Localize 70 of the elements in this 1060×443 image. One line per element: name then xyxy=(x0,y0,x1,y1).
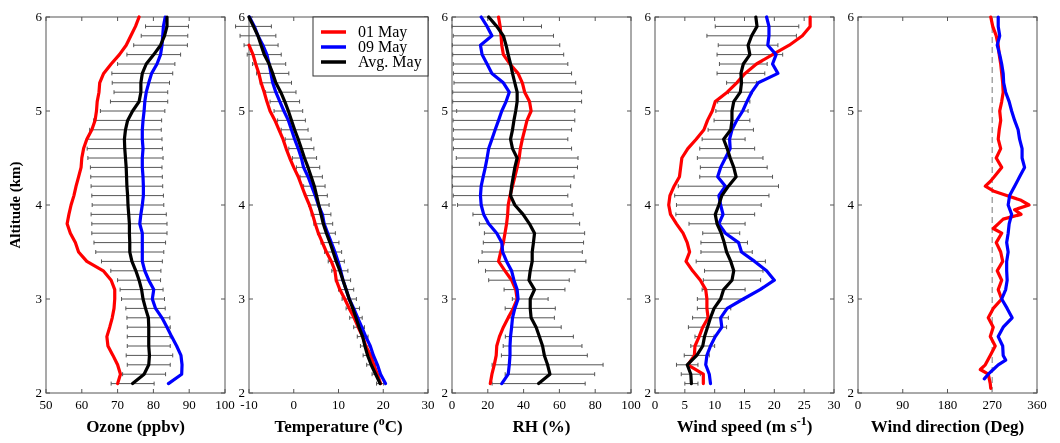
x-tick-label: 25 xyxy=(797,397,811,412)
x-tick-label: 15 xyxy=(738,397,751,412)
x-tick-label: -10 xyxy=(240,397,258,412)
x-tick-label: 0 xyxy=(854,397,862,412)
y-tick-label: 3 xyxy=(238,291,245,306)
x-tick-label: 80 xyxy=(146,397,160,412)
x-tick-label: 0 xyxy=(290,397,297,412)
line-series xyxy=(478,15,520,386)
y-tick-label: 2 xyxy=(441,385,448,400)
x-tick-label: 5 xyxy=(681,397,689,412)
y-tick-label: 4 xyxy=(441,197,449,212)
y-tick-label: 2 xyxy=(644,385,651,400)
x-tick-label: 20 xyxy=(481,397,495,412)
x-tick-label: 90 xyxy=(182,397,196,412)
y-tick-label: 6 xyxy=(441,9,449,24)
line-series xyxy=(704,15,780,386)
x-tick-label: 20 xyxy=(376,397,390,412)
x-tick-label: 20 xyxy=(767,397,781,412)
x-tick-label: 60 xyxy=(552,397,566,412)
y-tick-label: 3 xyxy=(35,291,42,306)
y-tick-label: 3 xyxy=(441,291,448,306)
x-tick-label: 30 xyxy=(827,397,841,412)
y-tick-label: 5 xyxy=(644,103,651,118)
line-series xyxy=(685,15,759,386)
y-tick-label: 2 xyxy=(238,385,245,400)
y-tick-label: 5 xyxy=(35,103,42,118)
x-tick-label: 10 xyxy=(708,397,722,412)
y-tick-label: 4 xyxy=(847,197,855,212)
y-tick-label: 6 xyxy=(847,9,855,24)
x-tick-label: 30 xyxy=(421,397,435,412)
line-series xyxy=(122,15,169,386)
x-axis-title: Temperature ($^{o}$C) xyxy=(274,414,403,436)
x-tick-label: 80 xyxy=(588,397,602,412)
line-series xyxy=(487,15,552,386)
x-tick-label: 100 xyxy=(621,397,641,412)
y-tick-label: 2 xyxy=(35,385,42,400)
line-series xyxy=(667,15,812,386)
x-tick-label: 50 xyxy=(39,397,53,412)
x-tick-label: 10 xyxy=(332,397,345,412)
y-tick-label: 5 xyxy=(441,103,448,118)
x-tick-label: 360 xyxy=(1027,397,1047,412)
y-tick-label: 2 xyxy=(847,385,854,400)
y-axis-title: Altitude (km) xyxy=(7,161,24,249)
x-tick-label: 40 xyxy=(517,397,531,412)
legend-label: 01 May xyxy=(358,23,408,41)
y-tick-label: 4 xyxy=(35,197,43,212)
x-tick-label: 0 xyxy=(651,397,659,412)
x-tick-label: 100 xyxy=(215,397,235,412)
x-tick-label: 0 xyxy=(448,397,456,412)
line-series xyxy=(982,15,1027,381)
x-tick-label: 60 xyxy=(75,397,89,412)
y-tick-label: 3 xyxy=(847,291,854,306)
x-axis-title: Ozone (ppbv) xyxy=(86,417,185,436)
line-series xyxy=(138,15,184,386)
y-tick-label: 4 xyxy=(644,197,652,212)
y-tick-label: 5 xyxy=(238,103,245,118)
x-tick-label: 180 xyxy=(937,397,958,412)
y-tick-label: 5 xyxy=(847,103,854,118)
x-axis-title: Wind speed (m s$^{-1}$) xyxy=(676,414,813,436)
x-axis-title: RH (%) xyxy=(512,417,571,436)
y-tick-label: 6 xyxy=(644,9,652,24)
x-axis-title: Wind direction (Deg) xyxy=(870,417,1025,436)
x-tick-label: 70 xyxy=(111,397,125,412)
y-tick-label: 6 xyxy=(238,9,246,24)
y-tick-label: 6 xyxy=(35,9,43,24)
y-tick-label: 4 xyxy=(238,197,246,212)
x-tick-label: 90 xyxy=(896,397,910,412)
line-series xyxy=(65,15,141,386)
y-tick-label: 3 xyxy=(644,291,651,306)
x-tick-label: 270 xyxy=(982,397,1002,412)
